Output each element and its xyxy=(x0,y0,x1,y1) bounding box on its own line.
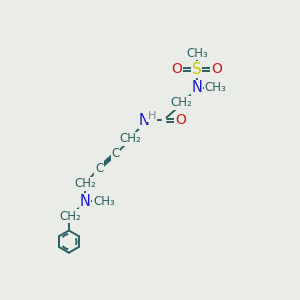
Text: CH₂: CH₂ xyxy=(74,177,96,190)
Text: C: C xyxy=(95,162,103,175)
Text: CH₂: CH₂ xyxy=(171,97,193,110)
Text: CH₂: CH₂ xyxy=(59,210,81,223)
Text: O: O xyxy=(175,113,186,127)
Text: CH₃: CH₃ xyxy=(93,195,115,208)
Text: CH₃: CH₃ xyxy=(186,47,208,60)
Text: N: N xyxy=(80,194,91,209)
Text: CH₂: CH₂ xyxy=(120,132,141,145)
Text: CH₃: CH₃ xyxy=(205,82,226,94)
Text: N: N xyxy=(139,113,150,128)
Text: C: C xyxy=(111,147,119,160)
Text: N: N xyxy=(191,80,202,95)
Text: O: O xyxy=(172,62,182,76)
Text: S: S xyxy=(192,62,202,77)
Text: O: O xyxy=(211,62,222,76)
Text: H: H xyxy=(148,111,156,121)
